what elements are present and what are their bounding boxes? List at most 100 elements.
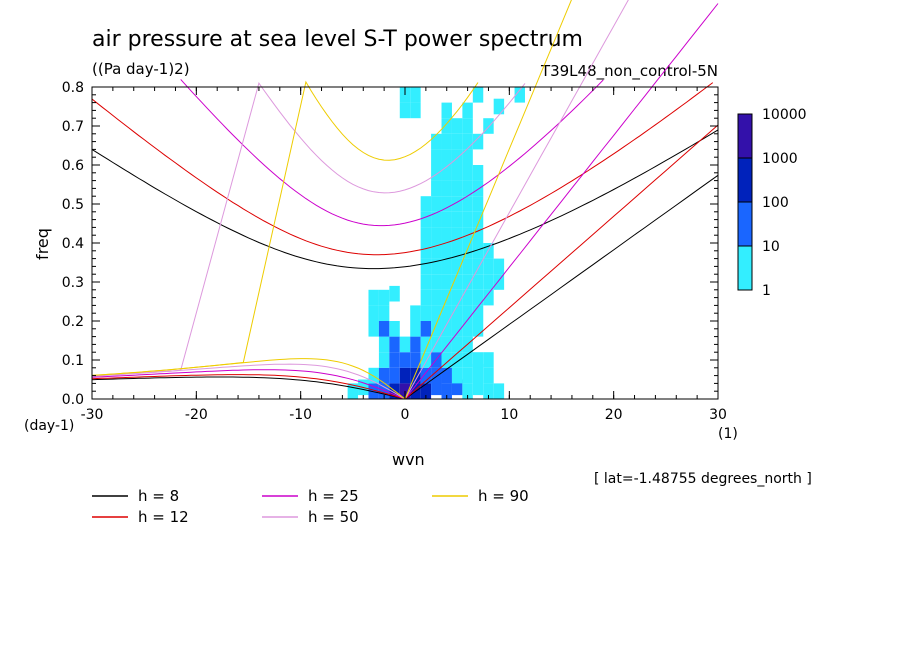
colorbar-swatch [737, 245, 753, 291]
x-tick-label: -20 [185, 407, 208, 423]
power-cell [441, 149, 452, 165]
legend-label: h = 12 [138, 508, 189, 526]
power-cell [441, 321, 452, 337]
power-cell [451, 243, 463, 259]
power-cell [441, 274, 452, 290]
power-cell [441, 289, 452, 306]
power-cell [431, 149, 442, 165]
power-cell [441, 227, 452, 243]
power-cell [389, 336, 400, 353]
power-cell [451, 196, 463, 212]
power-cell [420, 243, 432, 259]
legend-label: h = 8 [138, 487, 179, 505]
power-cell [451, 165, 463, 181]
power-cell [451, 336, 463, 353]
power-cell [420, 274, 432, 290]
y-tick-label: 0.2 [62, 314, 84, 330]
power-cell [483, 289, 494, 306]
power-cell [441, 305, 452, 321]
power-cell [472, 211, 484, 228]
dispersion-curve-line [180, 79, 604, 227]
dispersion-curve-line [404, 0, 629, 400]
x-axis-label: wvn [392, 450, 425, 469]
power-cell [420, 227, 432, 243]
power-cell [389, 367, 400, 384]
power-cell [368, 383, 379, 399]
power-cell [431, 243, 442, 259]
power-cell [410, 102, 421, 119]
power-cell [399, 367, 411, 384]
power-cell [441, 196, 452, 212]
power-cell [431, 305, 442, 321]
power-cell [462, 102, 473, 119]
power-cell [410, 87, 421, 103]
power-cell [431, 180, 442, 197]
power-cell [441, 211, 452, 228]
x-tick-label: 10 [500, 407, 518, 423]
colorbar-label: 10 [762, 239, 780, 255]
power-cell [514, 87, 525, 103]
power-cell [441, 118, 452, 134]
power-cell [472, 243, 484, 259]
power-cell [493, 258, 505, 275]
power-cell [451, 367, 463, 384]
power-cell [389, 352, 400, 368]
power-cell [451, 118, 463, 134]
colorbar-label: 100 [762, 195, 789, 211]
power-cell [462, 305, 473, 321]
power-cell [462, 367, 473, 384]
power-cell [368, 321, 379, 337]
colorbar-swatch [737, 157, 753, 203]
power-cell [378, 305, 390, 321]
run-label: T39L48_non_control-5N [540, 62, 718, 81]
power-cell [441, 336, 452, 353]
power-cell [420, 289, 432, 306]
y-tick-label: 0.7 [62, 119, 84, 135]
power-cell [431, 133, 442, 150]
power-cell [431, 227, 442, 243]
power-cell [462, 352, 473, 368]
power-cell [441, 102, 452, 119]
power-cell [410, 305, 421, 321]
power-cell [493, 383, 505, 399]
dispersion-curves [91, 0, 719, 400]
power-cell [441, 352, 452, 368]
y-unit-label: (day-1) [24, 418, 74, 434]
y-tick-label: 0.5 [62, 197, 84, 213]
power-cell [462, 118, 473, 134]
power-cell [441, 258, 452, 275]
power-cell [472, 379, 484, 396]
power-cell [441, 383, 452, 399]
power-cell [431, 211, 442, 228]
y-tick-label: 0.8 [62, 80, 84, 96]
power-cell [389, 321, 400, 337]
x-unit-label: (1) [718, 426, 738, 442]
power-cell [483, 383, 494, 399]
power-cell [472, 196, 484, 212]
power-cell [431, 289, 442, 306]
dispersion-curve-line [404, 3, 719, 400]
power-cell [431, 196, 442, 212]
legend: h = 8 h = 12 h = 25 h = 50 h = 90 [92, 487, 529, 526]
units-label: ((Pa day-1)2) [92, 60, 190, 78]
power-cell [472, 305, 484, 321]
power-cell [410, 336, 421, 353]
power-cell [378, 367, 390, 384]
x-tick-label: -10 [289, 407, 312, 423]
power-cell [420, 367, 432, 384]
colorbar-label: 1 [762, 283, 771, 299]
latitude-note: [ lat=-1.48755 degrees_north ] [594, 471, 812, 487]
legend-label: h = 25 [308, 487, 359, 505]
power-cell [462, 258, 473, 275]
power-cell [472, 321, 484, 337]
power-cell [399, 352, 411, 368]
legend-label: h = 90 [478, 487, 529, 505]
power-cell [462, 211, 473, 228]
power-cell [420, 305, 432, 321]
x-tick-label: -30 [81, 407, 104, 423]
dispersion-curve-line [91, 129, 719, 270]
power-cell [462, 149, 473, 165]
power-cell [378, 321, 390, 337]
power-cell [462, 383, 473, 399]
